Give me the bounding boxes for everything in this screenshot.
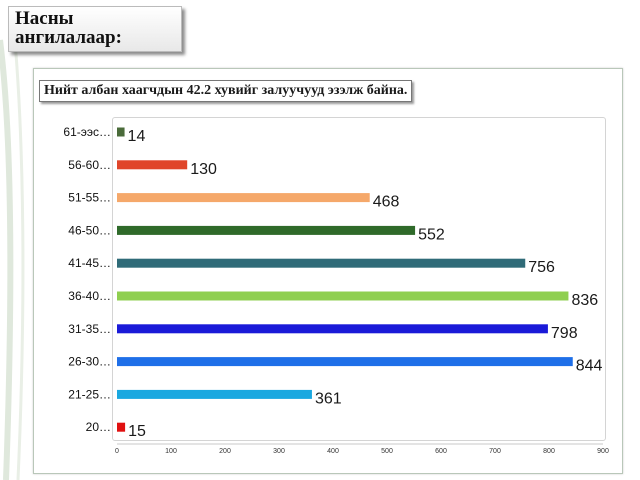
plot-area-frame [112,117,606,441]
bar [117,193,370,203]
value-label: 756 [528,259,555,276]
x-tick-label: 800 [543,448,555,455]
bar [117,127,125,137]
x-tick-label: 600 [435,448,447,455]
value-label: 844 [576,358,603,375]
category-label: 61-ээс… [63,125,111,139]
x-tick-label: 900 [597,448,609,455]
category-label: 51-55… [68,191,111,205]
category-label: 56-60… [68,158,111,172]
bar [117,225,416,235]
category-label: 31-35… [68,322,111,336]
bar [117,258,526,268]
x-tick-label: 200 [219,448,231,455]
x-tick-label: 500 [381,448,393,455]
value-label: 361 [315,390,342,407]
value-label: 552 [418,226,445,243]
bar [117,357,573,367]
category-label: 26-30… [68,355,111,369]
bar [117,291,569,301]
bar [117,389,312,399]
category-label: 46-50… [68,223,111,237]
value-label: 15 [128,423,146,440]
x-tick-label: 300 [273,448,285,455]
bar [117,160,188,170]
category-label: 21-25… [68,387,111,401]
value-label: 130 [190,161,217,178]
value-label: 836 [571,292,598,309]
category-label: 36-40… [68,289,111,303]
x-tick-label: 400 [327,448,339,455]
x-tick-label: 100 [165,448,177,455]
chart-panel [33,68,623,474]
bar [117,324,548,334]
category-label: 20… [86,420,111,434]
bar [117,422,126,432]
x-tick-label: 700 [489,448,501,455]
value-label: 14 [128,128,146,145]
slide-title: Насны ангилалаар: [8,6,182,52]
slide-subtitle: Нийт албан хаагчдын 42.2 хувийг залуучуу… [39,80,413,102]
value-label: 798 [551,325,578,342]
category-label: 41-45… [68,256,111,270]
x-tick-label: 0 [115,448,119,455]
value-label: 468 [373,194,400,211]
